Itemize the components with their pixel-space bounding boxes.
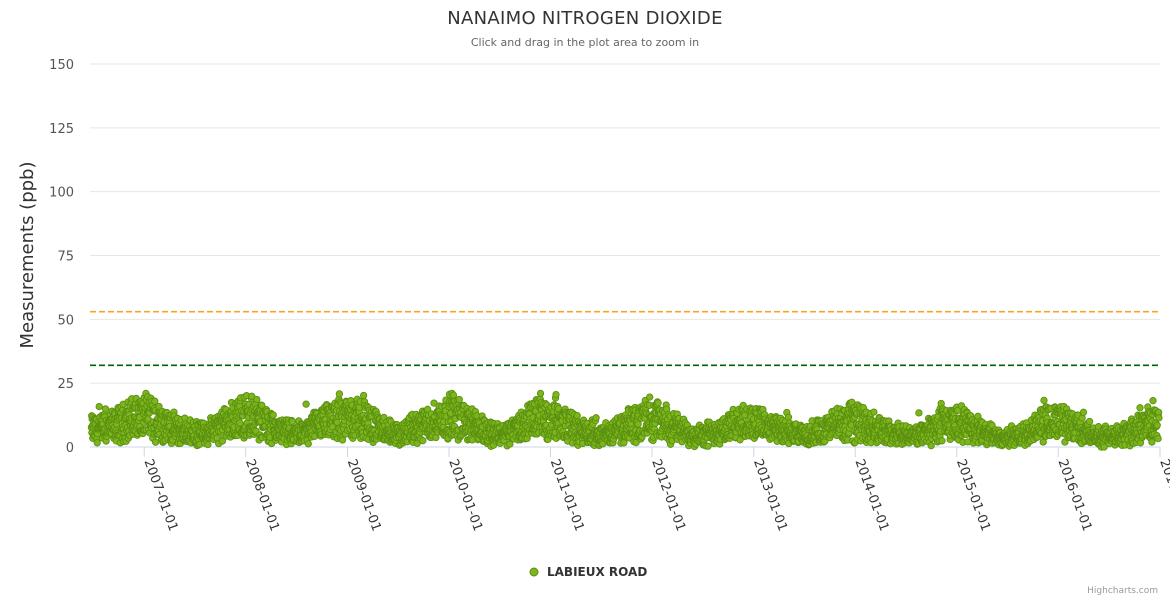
data-point[interactable] <box>1136 404 1144 412</box>
data-point[interactable] <box>988 421 996 429</box>
data-point[interactable] <box>253 395 261 404</box>
x-tick-label-2009-01-01: 2009-01-01 <box>344 457 384 533</box>
data-point[interactable] <box>269 411 277 419</box>
x-tick-label-2016-01-01: 2016-01-01 <box>1054 457 1094 533</box>
data-point[interactable] <box>654 399 662 407</box>
data-point[interactable] <box>288 417 297 426</box>
credits-link[interactable]: Highcharts.com <box>1087 586 1158 596</box>
y-tick-label-100: 100 <box>49 186 74 201</box>
x-tick-label-2013-01-01: 2013-01-01 <box>750 457 790 533</box>
data-point[interactable] <box>93 439 101 447</box>
data-point[interactable] <box>552 390 560 399</box>
legend-marker[interactable] <box>529 567 539 577</box>
chart-title: NANAIMO NITROGEN DIOXIDE <box>447 8 723 29</box>
y-tick-label-0: 0 <box>66 441 74 456</box>
data-point[interactable] <box>338 436 347 444</box>
data-point[interactable] <box>204 440 212 449</box>
data-point[interactable] <box>333 418 341 427</box>
data-point[interactable] <box>1100 443 1108 451</box>
x-axis: 2007-01-01 2008-01-01 2009-01-01 2010-01-01… <box>140 447 1170 533</box>
data-point[interactable] <box>632 438 640 447</box>
x-tick-label-2007-01-01: 2007-01-01 <box>140 457 180 533</box>
x-tick-label-2012-01-01: 2012-01-01 <box>648 457 688 533</box>
x-tick-label-2008-01-01: 2008-01-01 <box>242 457 282 533</box>
data-point[interactable] <box>1040 396 1048 405</box>
data-point[interactable] <box>359 391 368 400</box>
data-point[interactable] <box>592 414 600 422</box>
data-point[interactable] <box>151 397 159 405</box>
data-point[interactable] <box>938 437 946 445</box>
y-axis-title: Measurements (ppb) <box>17 162 38 349</box>
y-axis-tick-labels: 0 25 50 75 100 125 150 <box>49 58 74 456</box>
chart-subtitle: Click and drag in the plot area to zoom … <box>470 36 700 49</box>
data-point[interactable] <box>646 393 654 401</box>
data-point[interactable] <box>335 390 344 398</box>
data-point[interactable] <box>1085 417 1094 426</box>
data-point[interactable] <box>1153 421 1161 429</box>
data-point[interactable] <box>236 419 244 427</box>
data-point[interactable] <box>573 411 581 420</box>
legend[interactable]: LABIEUX ROAD <box>529 565 647 579</box>
data-point[interactable] <box>634 420 642 428</box>
x-tick-label-2015-01-01: 2015-01-01 <box>953 457 993 533</box>
x-tick-label-2011-01-01: 2011-01-01 <box>547 457 587 533</box>
x-tick-label-2017-01-01: 2017-01-01 <box>1156 457 1170 533</box>
data-point[interactable] <box>95 402 103 411</box>
data-point[interactable] <box>1154 434 1162 443</box>
threshold-lines <box>90 310 1160 367</box>
y-tick-label-125: 125 <box>49 122 74 137</box>
data-point[interactable] <box>536 389 545 398</box>
data-point[interactable] <box>915 409 923 417</box>
data-point[interactable] <box>248 392 256 400</box>
x-tick-label-2014-01-01: 2014-01-01 <box>851 457 891 533</box>
y-tick-label-50: 50 <box>57 313 74 328</box>
data-point[interactable] <box>304 440 312 448</box>
data-point[interactable] <box>870 408 878 416</box>
data-point[interactable] <box>704 442 712 450</box>
data-point[interactable] <box>1155 414 1163 422</box>
data-point[interactable] <box>927 442 935 450</box>
y-tick-label-25: 25 <box>57 377 74 392</box>
data-point[interactable] <box>784 413 793 421</box>
y-tick-label-75: 75 <box>57 250 74 265</box>
grid-lines <box>90 63 1160 448</box>
x-tick-label-2010-01-01: 2010-01-01 <box>445 457 485 533</box>
data-point[interactable] <box>101 405 110 413</box>
data-point[interactable] <box>302 400 310 408</box>
series-points[interactable] <box>87 389 1163 451</box>
legend-item-labieux-road[interactable]: LABIEUX ROAD <box>547 565 647 579</box>
y-tick-label-150: 150 <box>49 58 74 73</box>
data-point[interactable] <box>151 438 160 446</box>
data-point[interactable] <box>620 439 628 447</box>
data-point[interactable] <box>419 437 427 445</box>
data-point[interactable] <box>1148 438 1156 446</box>
data-point[interactable] <box>455 395 463 404</box>
data-point[interactable] <box>1149 397 1157 405</box>
data-point[interactable] <box>1079 408 1088 416</box>
